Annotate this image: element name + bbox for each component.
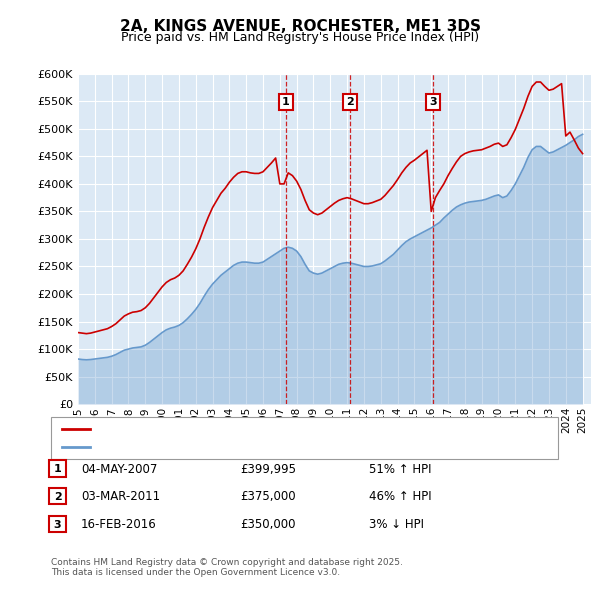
Text: 2: 2 — [346, 97, 354, 107]
Text: 51% ↑ HPI: 51% ↑ HPI — [369, 463, 431, 476]
Text: 03-MAR-2011: 03-MAR-2011 — [81, 490, 160, 503]
Text: 04-MAY-2007: 04-MAY-2007 — [81, 463, 157, 476]
Text: 2A, KINGS AVENUE, ROCHESTER, ME1 3DS (detached house): 2A, KINGS AVENUE, ROCHESTER, ME1 3DS (de… — [95, 424, 410, 434]
Text: 2: 2 — [54, 492, 61, 502]
Text: 1: 1 — [281, 97, 289, 107]
Text: £350,000: £350,000 — [240, 518, 296, 531]
Text: 16-FEB-2016: 16-FEB-2016 — [81, 518, 157, 531]
Text: 46% ↑ HPI: 46% ↑ HPI — [369, 490, 431, 503]
Text: Contains HM Land Registry data © Crown copyright and database right 2025.
This d: Contains HM Land Registry data © Crown c… — [51, 558, 403, 577]
Text: £399,995: £399,995 — [240, 463, 296, 476]
Text: 3% ↓ HPI: 3% ↓ HPI — [369, 518, 424, 531]
Text: £375,000: £375,000 — [240, 490, 296, 503]
Text: Price paid vs. HM Land Registry's House Price Index (HPI): Price paid vs. HM Land Registry's House … — [121, 31, 479, 44]
Text: 3: 3 — [54, 520, 61, 529]
Text: 3: 3 — [430, 97, 437, 107]
Text: 2A, KINGS AVENUE, ROCHESTER, ME1 3DS: 2A, KINGS AVENUE, ROCHESTER, ME1 3DS — [119, 19, 481, 34]
Text: 1: 1 — [54, 464, 61, 474]
Text: HPI: Average price, detached house, Medway: HPI: Average price, detached house, Medw… — [95, 442, 331, 452]
